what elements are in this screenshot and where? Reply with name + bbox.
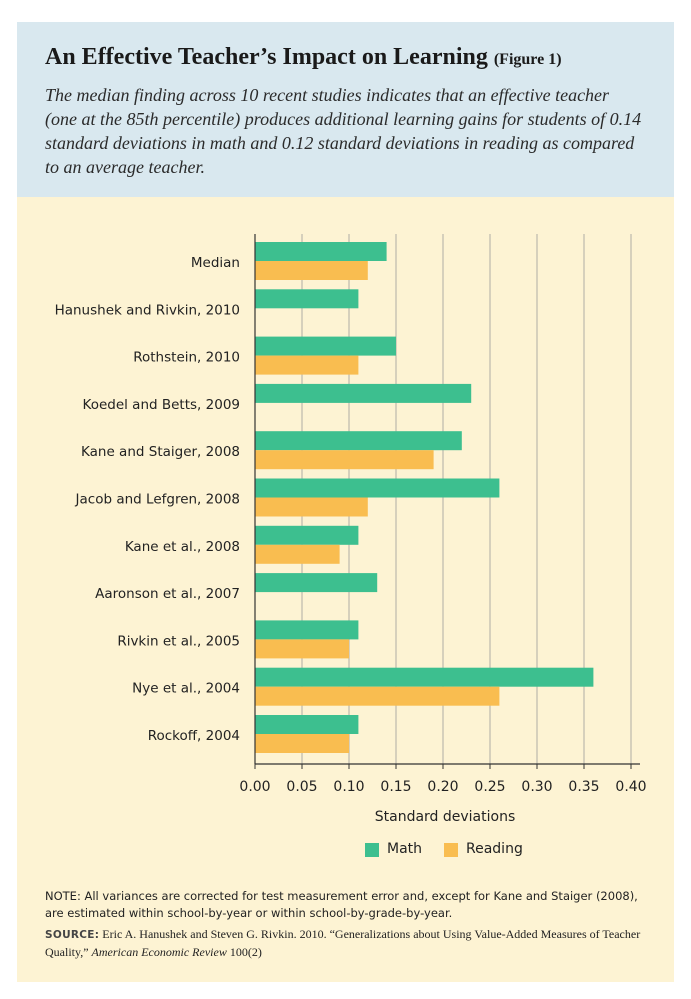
bar-math	[255, 431, 462, 451]
category-label: Hanushek and Rivkin, 2010	[55, 302, 240, 318]
bar-reading	[255, 497, 368, 517]
bar-math	[255, 336, 396, 356]
legend-label-reading: Reading	[466, 841, 523, 857]
figure-note: NOTE: All variances are corrected for te…	[45, 889, 638, 920]
bar-math	[255, 573, 378, 593]
bar-math	[255, 667, 594, 687]
bar-reading	[255, 734, 349, 753]
x-tick-label: 0.05	[286, 779, 317, 795]
category-label: Jacob and Lefgren, 2008	[75, 492, 240, 508]
figure-header	[17, 22, 674, 197]
figure-source: SOURCE: Eric A. Hanushek and Steven G. R…	[45, 926, 645, 961]
legend-label-math: Math	[387, 841, 423, 857]
category-label: Median	[191, 255, 240, 271]
x-tick-label: 0.35	[568, 779, 599, 795]
figure-subtitle: The median finding across 10 recent stud…	[45, 85, 642, 177]
category-label: Nye et al., 2004	[132, 681, 240, 697]
category-label: Rockoff, 2004	[148, 728, 240, 744]
x-tick-label: 0.40	[615, 779, 646, 795]
x-tick-label: 0.25	[474, 779, 505, 795]
category-label: Kane and Staiger, 2008	[81, 444, 240, 460]
title-text: An Effective Teacher’s Impact on Learnin…	[45, 44, 488, 70]
category-label: Kane et al., 2008	[125, 539, 240, 555]
legend-swatch-reading	[444, 843, 458, 857]
figure-label: (Figure 1)	[493, 51, 562, 68]
x-tick-label: 0.20	[427, 779, 458, 795]
category-label: Koedel and Betts, 2009	[83, 397, 240, 413]
source-citation: 100(2)	[229, 945, 262, 959]
x-tick-label: 0.10	[333, 779, 364, 795]
bar-reading	[255, 544, 340, 564]
x-tick-label: 0.00	[239, 779, 270, 795]
bar-reading	[255, 355, 359, 375]
bar-math	[255, 715, 359, 734]
bar-math	[255, 620, 359, 640]
bar-math	[255, 383, 472, 403]
figure-title: An Effective Teacher’s Impact on Learnin…	[45, 44, 655, 71]
bar-math	[255, 478, 500, 498]
x-tick-label: 0.30	[521, 779, 552, 795]
bar-reading	[255, 686, 500, 706]
bar-math	[255, 289, 359, 309]
category-label: Rothstein, 2010	[133, 350, 240, 366]
legend-swatch-math	[365, 843, 379, 857]
x-tick-label: 0.15	[380, 779, 411, 795]
bar-reading	[255, 639, 349, 659]
source-label: SOURCE:	[45, 929, 100, 941]
bar-math	[255, 525, 359, 545]
bar-reading	[255, 450, 434, 470]
source-journal: American Economic Review	[91, 945, 227, 959]
category-label: Aaronson et al., 2007	[95, 586, 240, 602]
bar-math	[255, 242, 387, 261]
category-label: Rivkin et al., 2005	[117, 633, 240, 649]
x-axis-title: Standard deviations	[375, 809, 516, 825]
source-text: Eric A. Hanushek and Steven G. Rivkin. 2…	[45, 927, 641, 959]
bar-reading	[255, 261, 368, 280]
